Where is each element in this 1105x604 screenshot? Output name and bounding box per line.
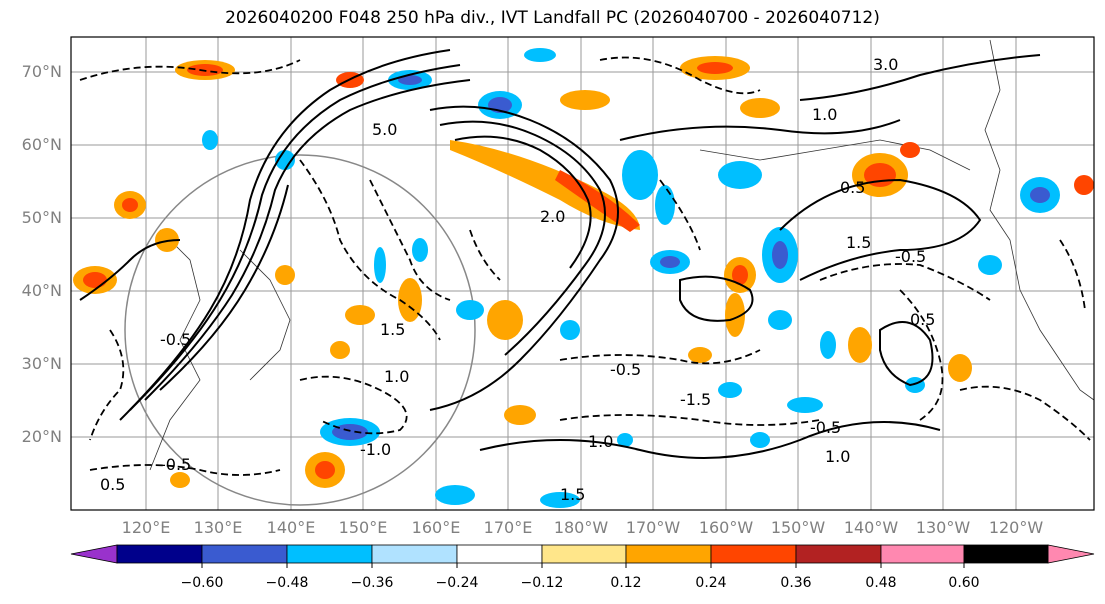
lon-label: 130°E	[193, 518, 243, 537]
colorbar-segment	[710, 544, 797, 564]
colorbar-tick-label: −0.60	[180, 575, 224, 591]
contour-label: 1.0	[588, 432, 613, 451]
lon-label: 140°W	[843, 518, 899, 537]
colorbar-segment	[286, 544, 373, 564]
region-circle	[124, 154, 476, 506]
contour-label: 1.0	[812, 105, 837, 124]
contour-label: -1.5	[680, 390, 711, 409]
contour-label: -0.5	[610, 360, 641, 379]
lat-label: 20°N	[21, 427, 62, 446]
colorbar-tick-label: −0.24	[435, 575, 479, 591]
contour-label: -1.0	[360, 440, 391, 459]
lon-label: 120°W	[988, 518, 1044, 537]
contour-label: 2.0	[540, 207, 565, 226]
colorbar-tick-label: −0.12	[520, 575, 564, 591]
contour-label: 1.5	[846, 233, 871, 252]
colorbar-tick-label: 0.60	[948, 575, 980, 591]
colorbar-tick-label: −0.48	[265, 575, 309, 591]
colorbar-extra	[880, 544, 1049, 564]
graticule	[71, 37, 1094, 510]
contour-label: 1.0	[825, 447, 850, 466]
colorbar-segment	[795, 544, 882, 564]
contour-label: 0.5	[100, 475, 125, 494]
lon-label: 180°W	[553, 518, 609, 537]
contour-label: -0.5	[160, 330, 191, 349]
colorbar-segment	[456, 544, 543, 564]
contour-label: 0.5	[840, 178, 865, 197]
colorbar-segment	[880, 544, 965, 564]
contour-label: 0.5	[910, 310, 935, 329]
lon-label: 170°E	[483, 518, 533, 537]
contour-label: 3.0	[873, 55, 898, 74]
colorbar-extend-high	[1047, 544, 1095, 564]
contour-label: -0.5	[160, 455, 191, 474]
map-content	[71, 37, 1094, 510]
lon-label: 120°E	[121, 518, 171, 537]
lat-label: 30°N	[21, 354, 62, 373]
contours-positive	[79, 49, 1041, 459]
map-frame	[70, 36, 1095, 511]
lon-label: 140°E	[266, 518, 316, 537]
lon-label: 170°W	[625, 518, 681, 537]
lon-label: 150°E	[338, 518, 388, 537]
colorbar-tick-label: 0.36	[780, 575, 812, 591]
lat-label: 50°N	[21, 208, 62, 227]
divergence-shading	[73, 48, 1094, 508]
lat-label: 70°N	[21, 62, 62, 81]
contour-label: -0.5	[895, 247, 926, 266]
colorbar-segment	[625, 544, 712, 564]
colorbar	[70, 544, 1095, 564]
contour-label: 1.5	[380, 320, 405, 339]
contour-labels: 5.0 3.0 1.0 0.5 1.5 -0.5 -1.0 1.5 1.0 -0…	[100, 55, 935, 504]
colorbar-tick-label: 0.24	[695, 575, 727, 591]
map-background	[71, 37, 1094, 510]
lat-label: 60°N	[21, 135, 62, 154]
colorbar-tick-label: 0.48	[865, 575, 897, 591]
lon-label: 130°W	[915, 518, 971, 537]
lat-label: 40°N	[21, 281, 62, 300]
lon-label: 160°W	[698, 518, 754, 537]
contour-label: 1.5	[560, 485, 585, 504]
colorbar-tick-label: −0.36	[350, 575, 394, 591]
colorbar-segment	[963, 544, 1049, 564]
coastlines	[149, 39, 1094, 471]
colorbar-segment	[116, 544, 203, 564]
colorbar-segment	[371, 544, 458, 564]
contours-negative	[79, 56, 1091, 476]
contour-label: 5.0	[372, 120, 397, 139]
contour-label: -0.5	[810, 418, 841, 437]
colorbar-tick-label: 0.12	[610, 575, 642, 591]
colorbar-segment	[541, 544, 627, 564]
lon-label: 150°W	[770, 518, 826, 537]
lon-label: 160°E	[411, 518, 461, 537]
chart-title: 2026040200 F048 250 hPa div., IVT Landfa…	[225, 8, 880, 28]
colorbar-ticks	[201, 563, 965, 568]
colorbar-extend-low	[70, 544, 118, 564]
contour-label: 1.0	[384, 367, 409, 386]
colorbar-segment	[201, 544, 288, 564]
